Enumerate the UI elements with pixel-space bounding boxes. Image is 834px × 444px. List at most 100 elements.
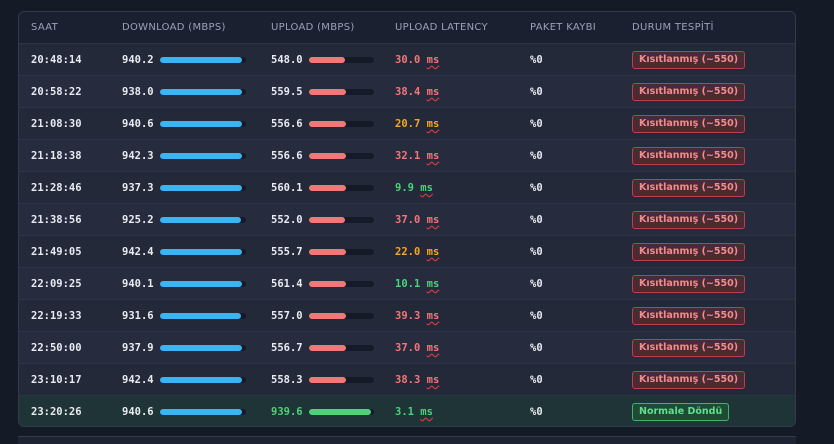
upload-value: 556.6 bbox=[271, 118, 303, 130]
time-cell: 21:08:30 bbox=[31, 118, 82, 130]
header-upload: UPLOAD (MBPS) bbox=[271, 22, 355, 33]
download-value: 940.6 bbox=[122, 118, 154, 130]
latency-value: 38.3 bbox=[395, 374, 421, 386]
status-badge: Kısıtlanmış (~550) bbox=[632, 371, 746, 389]
latency-unit: ms bbox=[426, 54, 440, 66]
latency-value: 10.1 bbox=[395, 278, 421, 290]
download-value: 925.2 bbox=[122, 214, 154, 226]
table-row: 23:10:17 942.4 558.3 38.3 ms %0 Kısıtlanmış (… bbox=[19, 364, 795, 396]
table-row: 21:08:30 940.6 556.6 20.7 ms %0 Kısıtlanmış (… bbox=[19, 108, 795, 140]
latency-cell: 20.7 ms bbox=[395, 108, 439, 140]
time-cell: 20:48:14 bbox=[31, 54, 82, 66]
latency-unit: ms bbox=[420, 406, 433, 418]
upload-bar bbox=[309, 89, 374, 95]
upload-bar bbox=[309, 121, 374, 127]
status-badge: Normale Döndü bbox=[632, 403, 730, 421]
upload-value: 556.6 bbox=[271, 150, 303, 162]
download-bar bbox=[160, 281, 246, 287]
packet-loss-value: %0 bbox=[530, 182, 543, 194]
latency-cell: 22.0 ms bbox=[395, 236, 439, 268]
download-value: 942.4 bbox=[122, 246, 154, 258]
latency-value: 3.1 bbox=[395, 406, 414, 418]
latency-cell: 30.0 ms bbox=[395, 44, 439, 76]
upload-bar bbox=[309, 409, 374, 415]
table-row: 20:58:22 938.0 559.5 38.4 ms %0 Kısıtlanmış (… bbox=[19, 76, 795, 108]
latency-unit: ms bbox=[426, 86, 440, 98]
time-cell: 23:20:26 bbox=[31, 406, 82, 418]
latency-unit: ms bbox=[426, 342, 440, 354]
packet-loss-value: %0 bbox=[530, 214, 543, 226]
download-value: 938.0 bbox=[122, 86, 154, 98]
upload-value: 556.7 bbox=[271, 342, 303, 354]
upload-bar bbox=[309, 313, 374, 319]
table-row: 22:19:33 931.6 557.0 39.3 ms %0 Kısıtlanmış (… bbox=[19, 300, 795, 332]
header-download: DOWNLOAD (MBPS) bbox=[122, 22, 226, 33]
latency-unit: ms bbox=[426, 150, 440, 162]
latency-cell: 38.3 ms bbox=[395, 364, 439, 396]
latency-cell: 39.3 ms bbox=[395, 300, 439, 332]
download-bar bbox=[160, 57, 246, 63]
status-badge: Kısıtlanmış (~550) bbox=[632, 307, 746, 325]
download-value: 937.9 bbox=[122, 342, 154, 354]
upload-value: 555.7 bbox=[271, 246, 303, 258]
time-cell: 21:28:46 bbox=[31, 182, 82, 194]
table-row: 21:18:38 942.3 556.6 32.1 ms %0 Kısıtlanmış (… bbox=[19, 140, 795, 172]
download-value: 940.1 bbox=[122, 278, 154, 290]
upload-value: 557.0 bbox=[271, 310, 303, 322]
latency-value: 37.0 bbox=[395, 214, 421, 226]
table-row: 21:38:56 925.2 552.0 37.0 ms %0 Kısıtlanmış (… bbox=[19, 204, 795, 236]
download-value: 940.6 bbox=[122, 406, 154, 418]
upload-value: 548.0 bbox=[271, 54, 303, 66]
latency-cell: 3.1 ms bbox=[395, 396, 433, 426]
packet-loss-value: %0 bbox=[530, 310, 543, 322]
packet-loss-value: %0 bbox=[530, 54, 543, 66]
packet-loss-value: %0 bbox=[530, 374, 543, 386]
status-badge: Kısıtlanmış (~550) bbox=[632, 339, 746, 357]
latency-unit: ms bbox=[426, 214, 440, 226]
latency-cell: 10.1 ms bbox=[395, 268, 439, 300]
download-value: 931.6 bbox=[122, 310, 154, 322]
latency-cell: 38.4 ms bbox=[395, 76, 439, 108]
packet-loss-value: %0 bbox=[530, 86, 543, 98]
header-time: SAAT bbox=[31, 22, 59, 33]
download-bar bbox=[160, 313, 246, 319]
latency-unit: ms bbox=[426, 278, 440, 290]
time-cell: 22:50:00 bbox=[31, 342, 82, 354]
upload-bar bbox=[309, 345, 374, 351]
latency-cell: 37.0 ms bbox=[395, 204, 439, 236]
packet-loss-value: %0 bbox=[530, 246, 543, 258]
table-row: 21:28:46 937.3 560.1 9.9 ms %0 Kısıtlanmış (~… bbox=[19, 172, 795, 204]
time-cell: 21:18:38 bbox=[31, 150, 82, 162]
time-cell: 20:58:22 bbox=[31, 86, 82, 98]
table-row: 21:49:05 942.4 555.7 22.0 ms %0 Kısıtlanmış (… bbox=[19, 236, 795, 268]
latency-unit: ms bbox=[426, 310, 440, 322]
status-badge: Kısıtlanmış (~550) bbox=[632, 51, 746, 69]
next-panel-edge bbox=[18, 436, 796, 444]
time-cell: 21:49:05 bbox=[31, 246, 82, 258]
packet-loss-value: %0 bbox=[530, 118, 543, 130]
download-bar bbox=[160, 121, 246, 127]
upload-value: 560.1 bbox=[271, 182, 303, 194]
status-badge: Kısıtlanmış (~550) bbox=[632, 115, 746, 133]
status-badge: Kısıtlanmış (~550) bbox=[632, 83, 746, 101]
download-value: 937.3 bbox=[122, 182, 154, 194]
upload-value: 561.4 bbox=[271, 278, 303, 290]
upload-value: 558.3 bbox=[271, 374, 303, 386]
time-cell: 23:10:17 bbox=[31, 374, 82, 386]
latency-unit: ms bbox=[426, 246, 440, 258]
upload-value: 939.6 bbox=[271, 406, 303, 418]
latency-cell: 9.9 ms bbox=[395, 172, 433, 204]
status-badge: Kısıtlanmış (~550) bbox=[632, 211, 746, 229]
header-packet-loss: PAKET KAYBI bbox=[530, 22, 597, 33]
download-bar bbox=[160, 409, 246, 415]
table-row: 23:20:26 940.6 939.6 3.1 ms %0 Normale Döndü bbox=[19, 396, 795, 426]
upload-bar bbox=[309, 57, 374, 63]
upload-value: 552.0 bbox=[271, 214, 303, 226]
speed-test-table: SAAT DOWNLOAD (MBPS) UPLOAD (MBPS) UPLOA… bbox=[18, 11, 796, 427]
packet-loss-value: %0 bbox=[530, 406, 543, 418]
upload-bar bbox=[309, 217, 374, 223]
time-cell: 22:09:25 bbox=[31, 278, 82, 290]
latency-unit: ms bbox=[426, 118, 440, 130]
download-bar bbox=[160, 345, 246, 351]
download-bar bbox=[160, 217, 246, 223]
